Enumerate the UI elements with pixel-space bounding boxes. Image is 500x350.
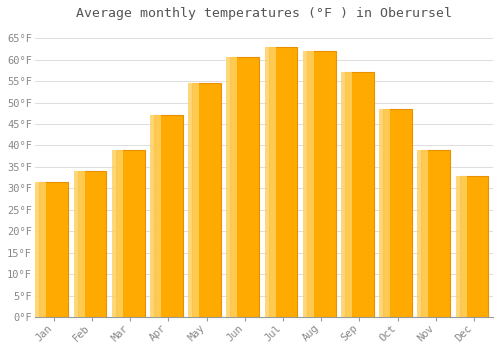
Bar	[268, 47, 298, 317]
Bar	[40, 182, 68, 317]
Bar	[418, 150, 428, 317]
Bar	[264, 47, 276, 317]
Bar	[192, 83, 221, 317]
Bar	[379, 109, 390, 317]
Bar	[226, 57, 237, 317]
Bar	[188, 83, 199, 317]
Bar	[112, 150, 123, 317]
Bar	[36, 182, 46, 317]
Bar	[307, 51, 336, 317]
Bar	[150, 116, 161, 317]
Bar	[116, 150, 144, 317]
Bar	[303, 51, 314, 317]
Bar	[341, 72, 352, 317]
Bar	[154, 116, 182, 317]
Bar	[383, 109, 412, 317]
Bar	[74, 171, 85, 317]
Bar	[422, 150, 450, 317]
Bar	[78, 171, 106, 317]
Bar	[345, 72, 374, 317]
Bar	[456, 175, 466, 317]
Title: Average monthly temperatures (°F ) in Oberursel: Average monthly temperatures (°F ) in Ob…	[76, 7, 452, 20]
Bar	[230, 57, 259, 317]
Bar	[460, 175, 488, 317]
